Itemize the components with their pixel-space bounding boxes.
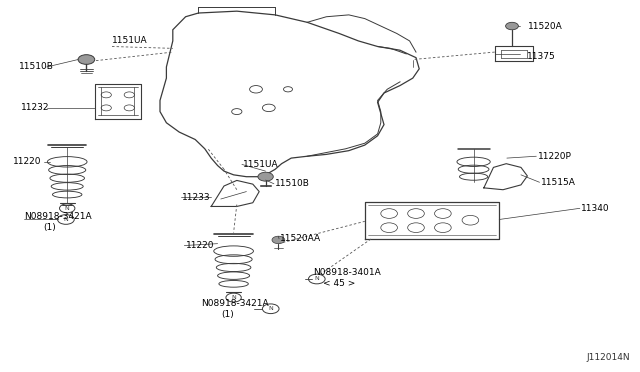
Text: (1): (1) [221,310,234,319]
Text: 11232: 11232 [20,103,49,112]
Text: 11233: 11233 [182,193,211,202]
Text: N08918-3421A: N08918-3421A [24,212,92,221]
Circle shape [258,172,273,181]
Text: 1151UA: 1151UA [243,160,279,169]
Text: N: N [65,206,70,211]
Text: N08918-3421A: N08918-3421A [202,299,269,308]
Text: 11510B: 11510B [19,62,54,71]
Text: 11520A: 11520A [528,22,563,31]
Text: N: N [268,306,273,311]
Text: (1): (1) [44,223,56,232]
Text: 11510B: 11510B [275,179,310,188]
Text: N08918-3401A: N08918-3401A [314,268,381,277]
Circle shape [506,22,518,30]
Text: 11220: 11220 [186,241,214,250]
Text: 11220P: 11220P [538,152,572,161]
Text: < 45 >: < 45 > [323,279,356,288]
Text: 11340: 11340 [581,204,610,213]
Text: N: N [231,295,236,300]
Text: 11220: 11220 [13,157,42,166]
Text: N: N [63,217,68,222]
Text: J112014N: J112014N [587,353,630,362]
Text: 11520AA: 11520AA [280,234,321,243]
Text: 11375: 11375 [527,52,556,61]
Text: 11515A: 11515A [541,178,575,187]
Text: N: N [314,276,319,282]
Circle shape [78,55,95,64]
Circle shape [272,236,285,244]
Text: 1151UA: 1151UA [112,36,148,45]
